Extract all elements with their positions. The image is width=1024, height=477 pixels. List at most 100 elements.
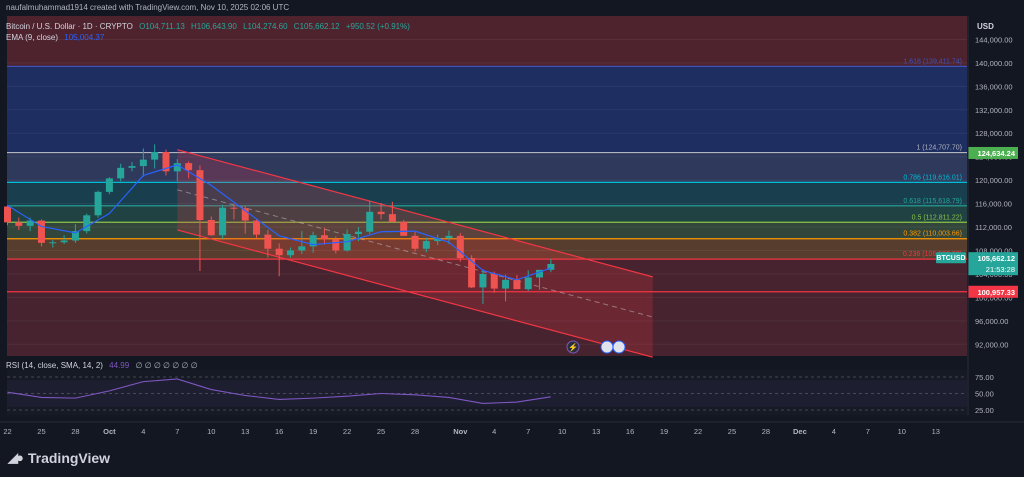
candle-body-25 xyxy=(287,250,294,256)
y-tick-10: 132,000.00 xyxy=(975,106,1013,115)
candle-body-34 xyxy=(388,214,396,222)
candle-body-22 xyxy=(253,220,261,235)
candle-body-6 xyxy=(71,231,79,241)
candle-body-19 xyxy=(219,207,227,236)
channel-mid xyxy=(177,189,653,318)
x-tick-2: 28 xyxy=(71,427,79,436)
x-tick-17: 13 xyxy=(592,427,600,436)
candle-body-40 xyxy=(456,235,464,259)
candle-body-18 xyxy=(207,220,215,236)
candle-body-39 xyxy=(445,235,453,239)
candle-body-17 xyxy=(196,170,204,220)
x-tick-8: 16 xyxy=(275,427,283,436)
candle-body-15 xyxy=(173,163,181,172)
candle-body-13 xyxy=(151,152,159,160)
ema-value: 105,004.37 xyxy=(64,33,105,42)
fib-zone-7 xyxy=(7,259,967,356)
x-tick-16: 10 xyxy=(558,427,566,436)
ema-legend[interactable]: EMA (9, close) 105,004.37 xyxy=(6,33,108,42)
fib-zone-6 xyxy=(7,238,967,260)
candle-body-28 xyxy=(320,235,328,240)
ema-label: EMA (9, close) xyxy=(6,33,59,42)
candle-body-23 xyxy=(264,234,272,249)
y-tick-0: 92,000.00 xyxy=(975,340,1008,349)
ema-line xyxy=(7,164,552,281)
countdown-timer: 21:53:28 xyxy=(986,265,1015,274)
price-badge-bg-0 xyxy=(968,146,1018,159)
x-tick-1: 25 xyxy=(37,427,45,436)
x-tick-11: 25 xyxy=(377,427,385,436)
x-tick-20: 22 xyxy=(694,427,702,436)
candle-body-11 xyxy=(128,166,136,168)
x-tick-15: 7 xyxy=(526,427,530,436)
x-tick-0: 22 xyxy=(3,427,11,436)
currency-label[interactable]: USD xyxy=(977,22,994,31)
ohlc-open: O104,711.13 xyxy=(139,22,185,31)
y-tick-1: 96,000.00 xyxy=(975,317,1008,326)
lightning-icon xyxy=(566,340,580,354)
candle-body-10 xyxy=(117,167,125,179)
fib-label-1: 1 (124,707.70) xyxy=(916,145,962,152)
x-tick-22: 28 xyxy=(762,427,770,436)
x-tick-3: Oct xyxy=(103,427,116,436)
x-tick-27: 13 xyxy=(932,427,940,436)
y-tick-2: 100,000.00 xyxy=(975,293,1013,302)
tradingview-branding[interactable]: ◢● TradingView xyxy=(8,450,110,466)
candle-body-46 xyxy=(524,277,532,290)
x-tick-19: 19 xyxy=(660,427,668,436)
candle-body-31 xyxy=(354,231,362,235)
candle-body-8 xyxy=(94,191,102,216)
fib-label-3: 0.618 (115,618.79) xyxy=(903,198,962,205)
attribution-text: naufalmuhammad1914 created with TradingV… xyxy=(6,3,290,12)
rsi-legend[interactable]: RSI (14, close, SMA, 14, 2) 44.99 ∅ ∅ ∅ … xyxy=(6,361,202,370)
ohlc-low: L104,274.60 xyxy=(243,22,288,31)
brand-name: TradingView xyxy=(27,450,111,466)
fib-label-0: 1.618 (139,411.74) xyxy=(903,58,962,65)
fib-label-5: 0.382 (110,003.66) xyxy=(903,231,962,238)
fib-zone-0 xyxy=(7,16,967,67)
rsi-band xyxy=(7,380,967,407)
x-tick-5: 7 xyxy=(175,427,179,436)
candle-body-36 xyxy=(411,235,419,249)
x-tick-21: 25 xyxy=(728,427,736,436)
candle-body-14 xyxy=(162,152,170,172)
candle-body-20 xyxy=(230,207,238,209)
candle-body-38 xyxy=(434,238,442,242)
candle-body-33 xyxy=(377,211,385,215)
candle-body-9 xyxy=(105,178,113,192)
candle-body-24 xyxy=(275,248,283,256)
lightning-glyph: ⚡ xyxy=(568,342,578,352)
price-badge-bg-1 xyxy=(968,285,1018,298)
fib-label-2: 0.786 (119,616.01) xyxy=(903,174,962,181)
symbol-legend: Bitcoin / U.S. Dollar · 1D · CRYPTO O104… xyxy=(6,22,414,31)
symbol-title: Bitcoin / U.S. Dollar · 1D · CRYPTO xyxy=(6,22,133,31)
x-tick-13: Nov xyxy=(453,427,468,436)
y-tick-13: 144,000.00 xyxy=(975,35,1013,44)
x-tick-24: 4 xyxy=(832,427,836,436)
x-tick-4: 4 xyxy=(141,427,145,436)
candle-body-43 xyxy=(490,273,498,289)
channel-lower xyxy=(177,229,653,358)
ohlc-change: +950.52 (+0.91%) xyxy=(345,22,410,31)
fib-label-4: 0.5 (112,811.22) xyxy=(912,214,962,221)
candle-body-2 xyxy=(26,220,34,226)
channel-upper xyxy=(177,149,653,278)
candle-body-1 xyxy=(15,222,23,226)
ohlc-close: C105,662.12 xyxy=(293,22,340,31)
candle-body-3 xyxy=(37,220,45,243)
candle-body-47 xyxy=(536,269,544,278)
rsi-line xyxy=(7,378,551,404)
y-tick-6: 116,000.00 xyxy=(975,200,1012,209)
candle-body-35 xyxy=(400,221,408,236)
candle-body-41 xyxy=(468,258,476,288)
candle-body-42 xyxy=(479,273,487,288)
candle-body-45 xyxy=(513,279,521,290)
ohlc-high: H106,643.90 xyxy=(191,22,237,31)
fib-label-6: 0.236 (106,529.89) xyxy=(903,251,962,258)
y-tick-11: 136,000.00 xyxy=(975,82,1013,91)
y-tick-4: 108,000.00 xyxy=(975,246,1013,255)
current-price-badge-bg xyxy=(968,252,1018,276)
tradingview-logo-icon: ◢● xyxy=(8,450,24,465)
rsi-value: 44.99 xyxy=(109,361,130,370)
